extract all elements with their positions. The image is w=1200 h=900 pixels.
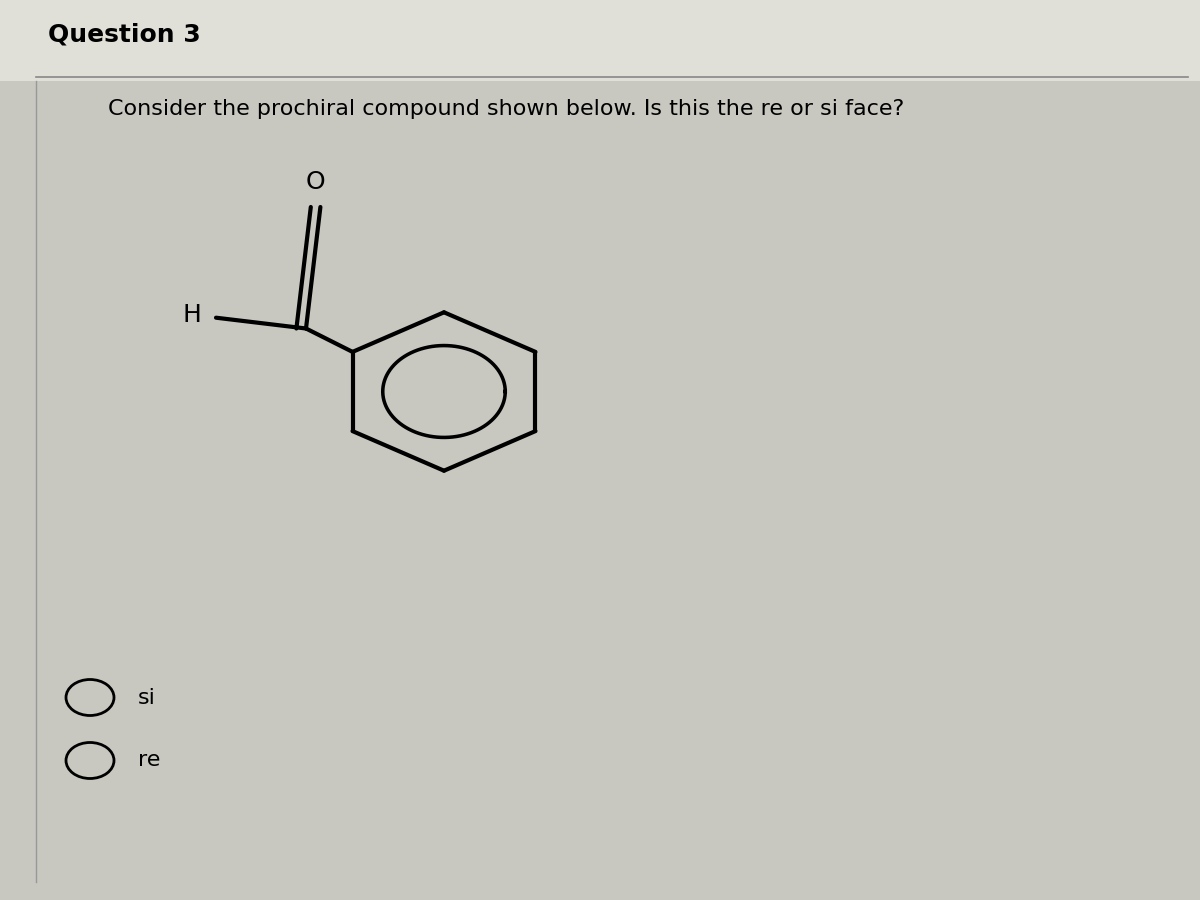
Text: Consider the prochiral compound shown below. Is this the re or si face?: Consider the prochiral compound shown be…	[108, 99, 905, 119]
Text: re: re	[138, 751, 161, 770]
Text: H: H	[182, 303, 202, 327]
Text: O: O	[306, 170, 325, 194]
Text: Question 3: Question 3	[48, 22, 200, 47]
Text: si: si	[138, 688, 156, 707]
Bar	[0, 0, 1200, 81]
